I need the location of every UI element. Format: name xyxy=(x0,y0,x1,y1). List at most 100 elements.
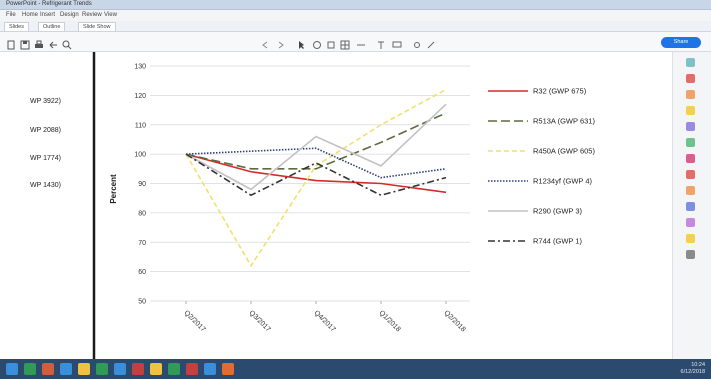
menu-item-review[interactable]: Review xyxy=(82,12,102,18)
rail-yellow-icon[interactable] xyxy=(686,106,695,115)
tab-outline[interactable]: Outline xyxy=(38,22,66,31)
taskbar-app-icon[interactable] xyxy=(24,363,36,375)
y-tick-label: 90 xyxy=(138,181,146,188)
tab-bar: Slides Outline Slide Show xyxy=(0,21,711,32)
rail-violet-icon[interactable] xyxy=(686,218,695,227)
menu-item-file[interactable]: File xyxy=(6,12,16,18)
taskbar-app-icon[interactable] xyxy=(78,363,90,375)
y-tick-label: 120 xyxy=(134,93,146,100)
taskbar-app-icon[interactable] xyxy=(132,363,144,375)
menu-item-view[interactable]: View xyxy=(104,12,117,18)
x-tick-label: Q4/2017 xyxy=(313,309,337,333)
series-line xyxy=(185,103,447,191)
rail-pink-icon[interactable] xyxy=(686,154,695,163)
y-tick-label: 60 xyxy=(138,269,146,276)
y-tick-labels: 50 60 70 80 90 100 110 120 130 xyxy=(134,64,146,306)
y-tick-label: 70 xyxy=(138,240,146,247)
series-line xyxy=(185,147,447,179)
line-chart: 50 60 70 80 90 100 110 120 130 Q2/2017 Q3/2017 Q4/… xyxy=(92,52,595,359)
x-tick-labels: Q2/2017 Q3/2017 Q4/2017 Q1/2018 Q2/2018 xyxy=(183,309,467,333)
taskbar-app-icon[interactable] xyxy=(186,363,198,375)
x-tick-label: Q3/2017 xyxy=(248,309,272,333)
comment-icon[interactable] xyxy=(392,37,402,48)
y-tick-label: 110 xyxy=(135,122,146,129)
pointer-icon[interactable] xyxy=(296,37,306,49)
y-tick-label: 100 xyxy=(134,152,146,159)
text-tool-icon[interactable] xyxy=(376,37,386,49)
undo-icon[interactable] xyxy=(48,37,58,49)
left-label: WP 2088) xyxy=(30,127,61,134)
left-label: WP 3922) xyxy=(30,98,61,105)
taskbar-app-icon[interactable] xyxy=(96,363,108,375)
taskbar-app-icon[interactable] xyxy=(42,363,54,375)
legend-label: R513A (GWP 631) xyxy=(533,117,595,126)
taskbar-app-icon[interactable] xyxy=(222,363,234,375)
clock-time: 10:24 xyxy=(691,362,705,368)
legend-label: R744 (GWP 1) xyxy=(533,237,583,246)
rail-red-icon[interactable] xyxy=(686,170,695,179)
start-icon[interactable] xyxy=(6,363,18,375)
rail-orange-icon[interactable] xyxy=(686,186,695,195)
line-tool-icon[interactable] xyxy=(356,37,366,47)
chart-series xyxy=(185,88,447,268)
rail-gray-icon[interactable] xyxy=(686,250,695,259)
menu-item-design[interactable]: Design xyxy=(60,12,79,18)
settings-icon[interactable] xyxy=(412,37,422,48)
zoom-icon[interactable] xyxy=(62,37,72,50)
grid-icon[interactable] xyxy=(340,37,350,50)
rotate-icon[interactable] xyxy=(312,37,322,49)
series-line xyxy=(185,153,447,197)
rail-red-icon[interactable] xyxy=(686,74,695,83)
next-slide-icon[interactable] xyxy=(276,37,286,49)
rail-blue-icon[interactable] xyxy=(686,202,695,211)
tab-slides[interactable]: Slides xyxy=(4,22,29,31)
left-label: WP 1430) xyxy=(30,182,61,189)
tab-slide-show[interactable]: Slide Show xyxy=(78,22,116,31)
x-tick-label: Q2/2018 xyxy=(443,309,467,333)
menu-bar: File Home Insert Design Review View xyxy=(0,10,711,21)
series-line xyxy=(185,88,447,268)
toolbar: Share xyxy=(0,32,711,52)
crop-icon[interactable] xyxy=(326,37,336,49)
rail-teal-icon[interactable] xyxy=(686,58,695,67)
x-tick-label: Q2/2017 xyxy=(183,309,207,333)
rail-purple-icon[interactable] xyxy=(686,122,695,131)
rail-yellow-icon[interactable] xyxy=(686,234,695,243)
pen-icon[interactable] xyxy=(426,37,436,49)
prev-slide-icon[interactable] xyxy=(260,37,270,49)
rail-green-icon[interactable] xyxy=(686,138,695,147)
left-label: WP 1774) xyxy=(30,155,61,162)
window-title: PowerPoint - Refrigerant Trends xyxy=(6,1,92,7)
rail-orange-icon[interactable] xyxy=(686,90,695,99)
save-icon[interactable] xyxy=(20,37,30,50)
y-tick-label: 80 xyxy=(138,210,146,217)
menu-item-home[interactable]: Home xyxy=(22,12,39,18)
legend-label: R32 (GWP 675) xyxy=(533,87,587,96)
share-button[interactable]: Share xyxy=(661,37,701,48)
x-tick-label: Q1/2018 xyxy=(378,309,402,333)
taskbar-app-icon[interactable] xyxy=(150,363,162,375)
taskbar-app-icon[interactable] xyxy=(168,363,180,375)
taskbar-app-icon[interactable] xyxy=(114,363,126,375)
series-line xyxy=(185,112,447,170)
taskbar-clock: 10:24 6/12/2018 xyxy=(681,362,705,376)
y-tick-label: 130 xyxy=(134,64,146,71)
chart-grid xyxy=(150,65,470,304)
taskbar-app-icon[interactable] xyxy=(60,363,72,375)
title-bar: PowerPoint - Refrigerant Trends xyxy=(0,0,711,10)
right-rail xyxy=(672,52,711,359)
slide-canvas: WP 3922) WP 2088) WP 1774) WP 1430) 50 60… xyxy=(0,52,672,359)
legend-label: R290 (GWP 3) xyxy=(533,207,583,216)
clock-date: 6/12/2018 xyxy=(680,369,705,375)
taskbar: 10:24 6/12/2018 xyxy=(0,359,711,379)
new-file-icon[interactable] xyxy=(6,37,16,50)
menu-item-insert[interactable]: Insert xyxy=(40,12,56,18)
taskbar-app-icon[interactable] xyxy=(204,363,216,375)
series-line xyxy=(185,153,447,194)
y-tick-label: 50 xyxy=(138,299,146,306)
print-icon[interactable] xyxy=(34,37,44,48)
legend-label: R450A (GWP 605) xyxy=(533,147,595,156)
y-axis-label: Percent xyxy=(109,174,118,204)
chart-legend: R32 (GWP 675) R513A (GWP 631) R450A (GWP 6… xyxy=(488,87,595,246)
